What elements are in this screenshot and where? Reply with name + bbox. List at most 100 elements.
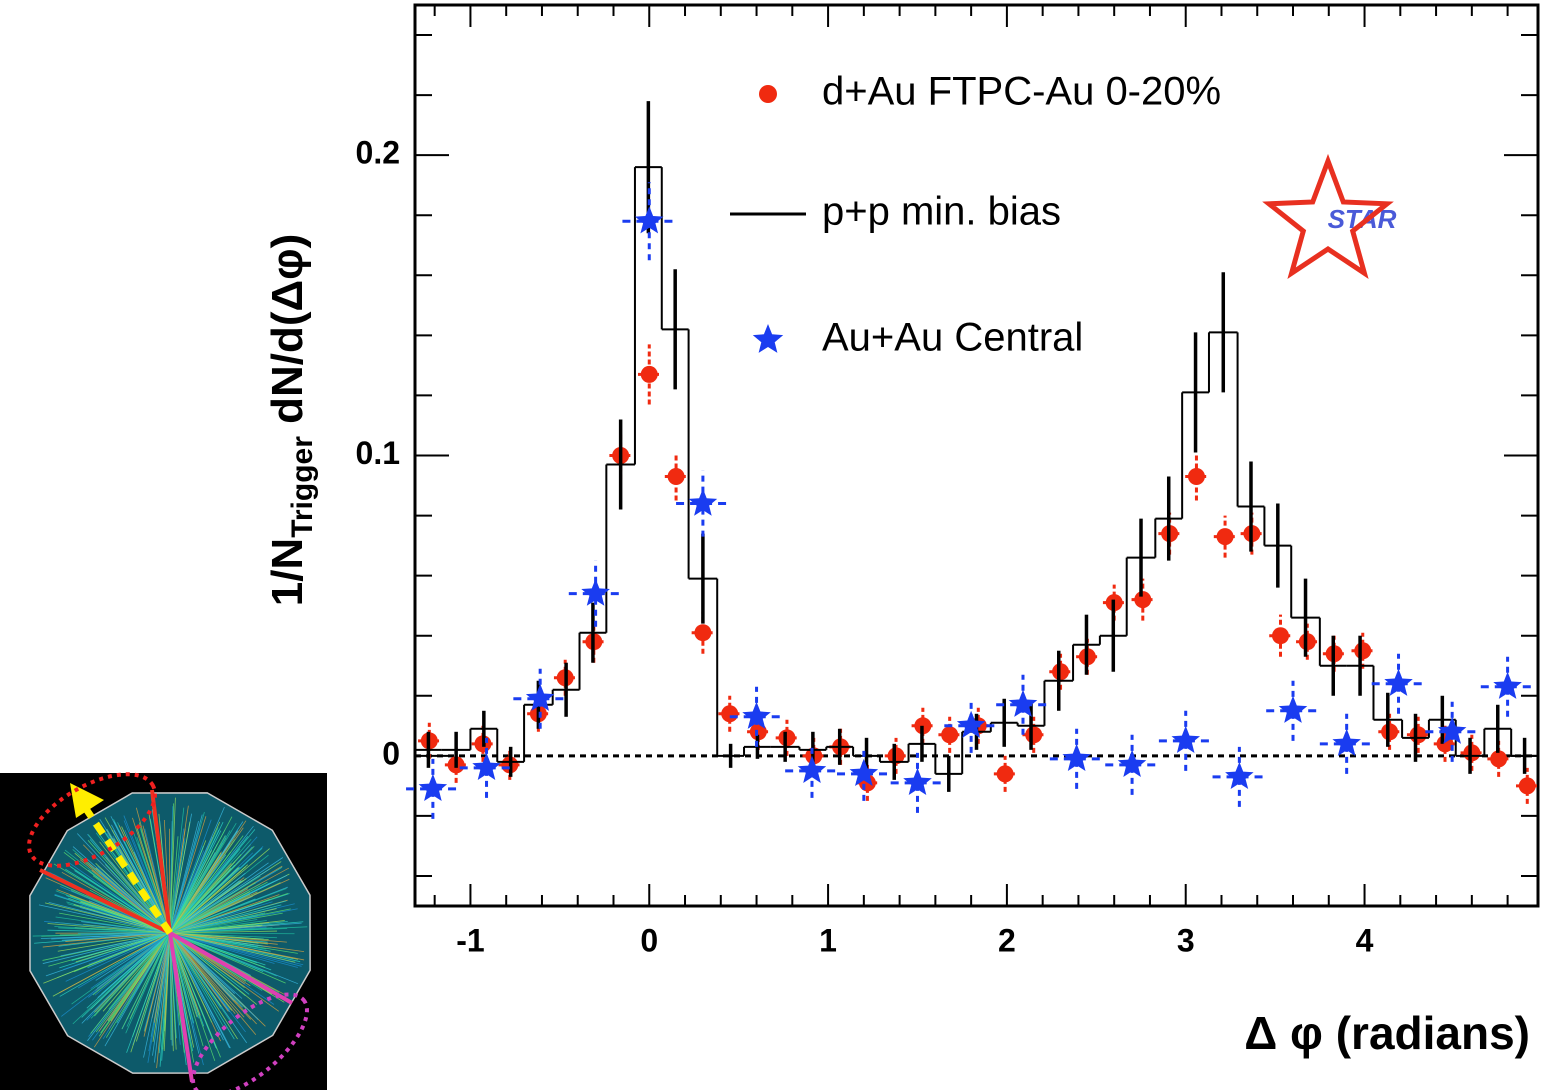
track (63, 932, 171, 970)
jet-axis (150, 789, 172, 934)
legend-marker (759, 85, 777, 103)
track (169, 932, 230, 1021)
track (126, 932, 171, 1053)
track (144, 828, 171, 934)
track (169, 932, 213, 1023)
point (1384, 668, 1413, 696)
track (169, 932, 250, 995)
track (169, 829, 256, 934)
point (797, 755, 827, 783)
y-label-rest: dN/d(Δφ) (263, 234, 312, 436)
point (1187, 468, 1205, 486)
point (1134, 591, 1152, 609)
track (102, 932, 171, 1040)
point (996, 765, 1014, 783)
point (1171, 725, 1200, 753)
track (169, 932, 204, 1047)
track (97, 932, 171, 998)
track (81, 932, 171, 1018)
track (44, 902, 171, 934)
point (1381, 723, 1399, 741)
track (169, 900, 287, 934)
track (169, 932, 267, 950)
track (68, 862, 171, 934)
track (72, 846, 171, 934)
point (1298, 633, 1316, 651)
track (169, 875, 288, 934)
legend-marker (752, 324, 784, 353)
track (125, 932, 171, 1034)
track (169, 930, 278, 934)
y-tick-label: 0.2 (356, 135, 400, 171)
x-tick-label: 3 (1177, 922, 1195, 958)
track (169, 932, 269, 940)
track (88, 850, 171, 934)
track (169, 932, 280, 1012)
track (90, 932, 171, 1034)
y-label-main: 1/N (263, 538, 312, 606)
y-axis-label: 1/NTrigger dN/d(Δφ) (263, 234, 319, 607)
x-tick-label: 1 (819, 922, 837, 958)
track (123, 820, 171, 934)
track (42, 932, 171, 964)
track (60, 932, 171, 957)
logo-star (1262, 153, 1394, 279)
track (121, 826, 171, 934)
point (688, 488, 718, 516)
track (169, 924, 263, 934)
point (778, 729, 796, 747)
y-label-sub: Trigger (286, 436, 319, 538)
track (169, 878, 290, 934)
track (169, 932, 302, 967)
point (635, 206, 664, 234)
track (169, 932, 216, 1061)
track (59, 912, 171, 934)
point (418, 773, 448, 801)
point (1025, 726, 1043, 744)
y-tick-label: 0 (382, 735, 400, 771)
point (1278, 695, 1308, 723)
point (742, 701, 771, 729)
track (169, 836, 179, 934)
away-axis (169, 931, 293, 1005)
track (169, 820, 199, 934)
point (667, 468, 685, 486)
track (169, 908, 298, 934)
x-tick-label: 4 (1356, 922, 1374, 958)
track (73, 904, 171, 934)
track (169, 932, 173, 1046)
track (169, 932, 278, 939)
track (169, 835, 226, 934)
jet-axis (39, 868, 171, 935)
track (169, 821, 191, 934)
track (80, 932, 171, 936)
track (169, 932, 257, 1035)
x-axis-label: Δ φ (radians) (1244, 1007, 1530, 1059)
track (92, 875, 171, 934)
track (90, 932, 171, 1019)
point (721, 705, 739, 723)
event-display-inset (0, 772, 327, 1090)
track (154, 932, 171, 1063)
track (104, 932, 171, 1047)
track (169, 872, 246, 934)
point (694, 624, 712, 642)
point (1493, 671, 1522, 699)
track (169, 875, 261, 934)
point (1117, 749, 1147, 777)
plot-frame (413, 3, 1540, 908)
track (74, 870, 171, 934)
x-tick-label: 2 (998, 922, 1016, 958)
track (95, 932, 171, 981)
track (169, 841, 185, 934)
track (169, 878, 247, 934)
track (169, 932, 235, 1001)
track (153, 932, 171, 1023)
point (581, 578, 610, 606)
point (472, 752, 501, 780)
track (169, 852, 222, 934)
point (1409, 726, 1427, 744)
track (169, 928, 288, 934)
track (159, 932, 171, 1067)
point (1490, 750, 1508, 768)
